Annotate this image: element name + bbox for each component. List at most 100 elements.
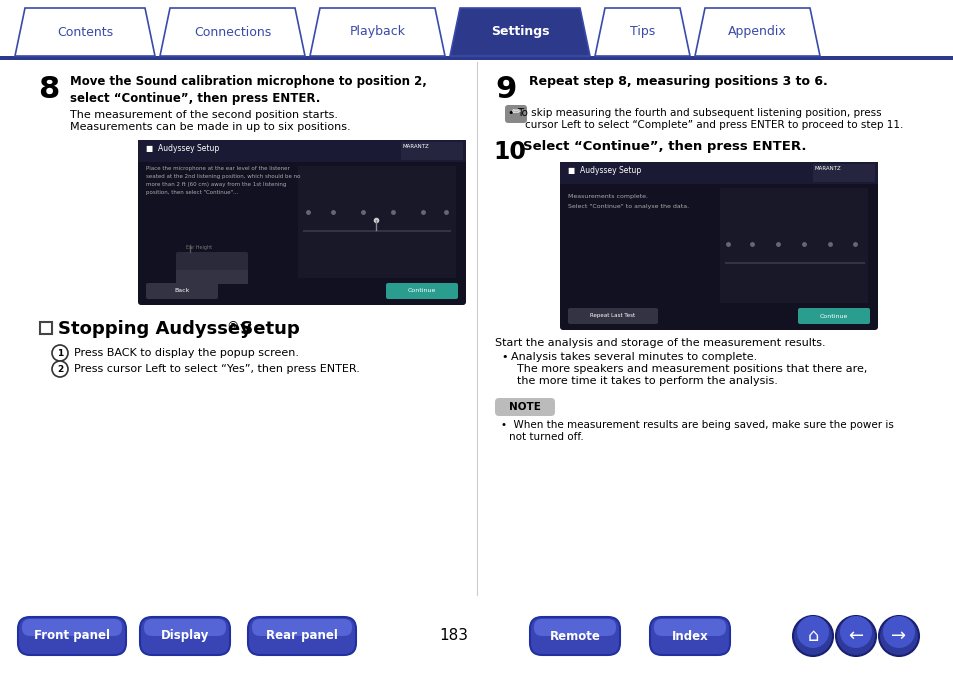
Text: ✏: ✏ (511, 107, 520, 117)
FancyBboxPatch shape (252, 619, 352, 636)
Text: 183: 183 (439, 629, 468, 643)
Text: Settings: Settings (490, 26, 549, 38)
Text: cursor Left to select “Complete” and press ENTER to proceed to step 11.: cursor Left to select “Complete” and pre… (524, 120, 902, 130)
FancyBboxPatch shape (654, 619, 725, 636)
FancyBboxPatch shape (144, 619, 226, 636)
FancyBboxPatch shape (567, 308, 658, 324)
Circle shape (52, 345, 68, 361)
Polygon shape (160, 8, 305, 56)
Text: select “Continue”, then press ENTER.: select “Continue”, then press ENTER. (70, 92, 320, 105)
Text: Stopping Audyssey: Stopping Audyssey (58, 320, 252, 338)
Text: •: • (500, 352, 507, 362)
Circle shape (878, 616, 918, 656)
Text: Analysis takes several minutes to complete.: Analysis takes several minutes to comple… (511, 352, 757, 362)
Text: Continue: Continue (819, 314, 847, 318)
Text: Ear Height: Ear Height (186, 245, 212, 250)
FancyBboxPatch shape (495, 398, 555, 416)
Text: The more speakers and measurement positions that there are,: The more speakers and measurement positi… (517, 364, 866, 374)
Text: Start the analysis and storage of the measurement results.: Start the analysis and storage of the me… (495, 338, 824, 348)
Text: Playback: Playback (349, 26, 405, 38)
Text: ®: ® (226, 320, 238, 333)
Circle shape (796, 616, 828, 648)
Text: Setup: Setup (233, 320, 299, 338)
Text: Remote: Remote (549, 629, 599, 643)
Text: Display: Display (161, 629, 209, 643)
FancyBboxPatch shape (18, 617, 126, 655)
FancyBboxPatch shape (504, 105, 526, 123)
Text: MARANTZ: MARANTZ (814, 166, 841, 171)
FancyBboxPatch shape (797, 308, 869, 324)
Bar (720, 188, 867, 303)
FancyBboxPatch shape (175, 252, 248, 284)
Bar (297, 166, 456, 278)
Circle shape (882, 616, 914, 648)
FancyBboxPatch shape (248, 617, 355, 655)
Text: 1: 1 (57, 349, 63, 357)
FancyBboxPatch shape (530, 617, 619, 655)
Polygon shape (450, 8, 589, 56)
Text: Tips: Tips (629, 26, 655, 38)
Bar (724, 262, 864, 264)
Text: Press cursor Left to select “Yes”, then press ENTER.: Press cursor Left to select “Yes”, then … (74, 364, 359, 374)
Circle shape (52, 361, 68, 377)
Text: Index: Index (671, 629, 708, 643)
FancyBboxPatch shape (649, 617, 729, 655)
Text: Select “Continue”, then press ENTER.: Select “Continue”, then press ENTER. (522, 140, 805, 153)
Text: Repeat step 8, measuring positions 3 to 6.: Repeat step 8, measuring positions 3 to … (529, 75, 827, 88)
Bar (303, 230, 451, 232)
Text: Repeat Last Test: Repeat Last Test (590, 314, 635, 318)
Text: →: → (890, 627, 905, 645)
Text: Rear panel: Rear panel (266, 629, 337, 643)
Circle shape (835, 616, 875, 656)
Text: Measurements complete.: Measurements complete. (567, 194, 647, 199)
Text: To skip measuring the fourth and subsequent listening position, press: To skip measuring the fourth and subsequ… (517, 108, 881, 118)
Text: Move the Sound calibration microphone to position 2,: Move the Sound calibration microphone to… (70, 75, 426, 88)
Text: MARANTZ: MARANTZ (402, 144, 429, 149)
Text: Select "Continue" to analyse the data.: Select "Continue" to analyse the data. (567, 204, 688, 209)
FancyBboxPatch shape (138, 140, 465, 305)
Text: ⌂: ⌂ (806, 627, 818, 645)
Text: ■  Audyssey Setup: ■ Audyssey Setup (146, 144, 219, 153)
Bar (559, 162, 877, 184)
Bar (812, 164, 874, 182)
Bar (0, 56, 953, 60)
Text: more than 2 ft (60 cm) away from the 1st listening: more than 2 ft (60 cm) away from the 1st… (146, 182, 286, 187)
Bar (138, 140, 465, 162)
Text: Front panel: Front panel (34, 629, 110, 643)
FancyBboxPatch shape (386, 283, 457, 299)
Text: ■  Audyssey Setup: ■ Audyssey Setup (567, 166, 640, 175)
Bar (40, 322, 52, 334)
Text: Connections: Connections (193, 26, 271, 38)
Bar (400, 142, 462, 160)
Text: Appendix: Appendix (727, 26, 786, 38)
Text: Press BACK to display the popup screen.: Press BACK to display the popup screen. (74, 348, 298, 358)
FancyBboxPatch shape (559, 162, 877, 330)
Text: Back: Back (174, 289, 190, 293)
Text: position, then select "Continue"...: position, then select "Continue"... (146, 190, 238, 195)
Text: •: • (506, 108, 513, 118)
FancyBboxPatch shape (534, 619, 616, 636)
Text: 2: 2 (57, 365, 63, 374)
FancyBboxPatch shape (146, 283, 218, 299)
Text: Measurements can be made in up to six positions.: Measurements can be made in up to six po… (70, 122, 351, 132)
Text: The measurement of the second position starts.: The measurement of the second position s… (70, 110, 337, 120)
Polygon shape (595, 8, 689, 56)
Circle shape (792, 616, 832, 656)
Text: Continue: Continue (407, 289, 436, 293)
Text: the more time it takes to perform the analysis.: the more time it takes to perform the an… (517, 376, 777, 386)
Text: •  When the measurement results are being saved, make sure the power is: • When the measurement results are being… (500, 420, 893, 430)
Text: not turned off.: not turned off. (509, 432, 583, 442)
Text: 8: 8 (38, 75, 59, 104)
Text: 9: 9 (495, 75, 516, 104)
Text: Contents: Contents (57, 26, 113, 38)
Polygon shape (695, 8, 820, 56)
Text: 10: 10 (493, 140, 525, 164)
Text: NOTE: NOTE (509, 402, 540, 412)
Polygon shape (15, 8, 154, 56)
Circle shape (840, 616, 871, 648)
FancyBboxPatch shape (22, 619, 122, 636)
Text: ←: ← (847, 627, 862, 645)
Bar (175, 270, 248, 284)
Text: seated at the 2nd listening position, which should be no: seated at the 2nd listening position, wh… (146, 174, 300, 179)
FancyBboxPatch shape (140, 617, 230, 655)
